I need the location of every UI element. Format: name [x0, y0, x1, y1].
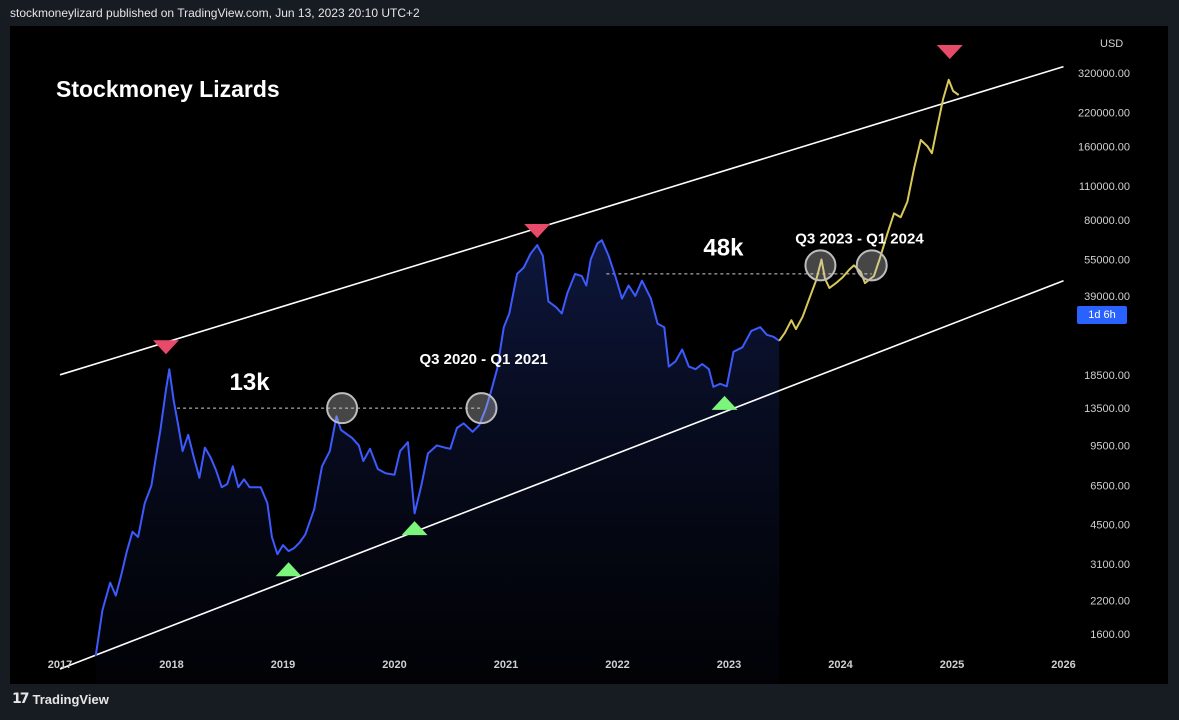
y-tick-label: 4500.00 [1090, 520, 1130, 532]
x-tick-label: 2026 [1051, 659, 1075, 671]
y-tick-label: 220000.00 [1078, 108, 1130, 120]
chart-area[interactable]: 13k Q3 2020 - Q1 2021 48k Q3 2023 - Q1 2024… [10, 26, 1168, 684]
annotation-4: Q3 2023 - Q1 2024 [795, 230, 924, 247]
annotation-3: 48k [703, 235, 744, 262]
x-tick-label: 2017 [48, 659, 72, 671]
currency-label: USD [1100, 38, 1123, 50]
y-tick-label: 9500.00 [1090, 440, 1130, 452]
top-marker-3 [936, 45, 963, 60]
highlight-circle-1 [326, 392, 359, 425]
annotation-2: Q3 2020 - Q1 2021 [419, 351, 547, 368]
x-tick-label: 2018 [159, 659, 183, 671]
channel-line-lower[interactable] [59, 279, 1064, 670]
x-tick-label: 2023 [717, 659, 741, 671]
highlight-circle-4 [855, 249, 888, 282]
bottom-marker-4 [275, 562, 302, 577]
price-line-projection[interactable] [778, 78, 960, 342]
price-line-historical[interactable] [94, 239, 780, 657]
y-tick-label: 110000.00 [1079, 181, 1130, 193]
y-tick-label: 1600.00 [1090, 629, 1130, 641]
price-chart[interactable]: 13k Q3 2020 - Q1 2021 48k Q3 2023 - Q1 2024… [10, 26, 1168, 684]
bottom-marker-6 [711, 395, 738, 410]
publisher-line: stockmoneylizard published on TradingVie… [10, 6, 420, 20]
tradingview-logo[interactable]: 17 TradingView [12, 690, 109, 708]
annotation-1: 13k [230, 369, 271, 396]
y-tick-label: 160000.00 [1078, 141, 1130, 153]
chart-title: Stockmoney Lizards [56, 76, 280, 102]
top-marker-2 [524, 223, 551, 238]
tradingview-mark-icon: 17 [12, 691, 30, 707]
x-tick-label: 2022 [605, 659, 629, 671]
x-tick-label: 2021 [494, 659, 518, 671]
y-tick-label: 320000.00 [1078, 68, 1130, 80]
y-tick-label: 18500.00 [1084, 370, 1130, 382]
channel-line-upper[interactable] [59, 65, 1064, 376]
y-tick-label: 39000.00 [1084, 291, 1130, 303]
y-tick-label: 6500.00 [1090, 481, 1130, 493]
y-tick-label: 55000.00 [1084, 254, 1130, 266]
y-tick-label: 80000.00 [1084, 215, 1130, 227]
y-tick-label: 3100.00 [1090, 559, 1130, 571]
y-tick-label: 13500.00 [1084, 403, 1130, 415]
bottom-marker-5 [401, 521, 428, 536]
y-tick-label: 2200.00 [1090, 595, 1130, 607]
x-tick-label: 2025 [940, 659, 964, 671]
highlight-circle-2 [465, 392, 498, 425]
highlight-circle-3 [804, 249, 837, 282]
x-tick-label: 2019 [271, 659, 295, 671]
top-marker-1 [152, 340, 179, 355]
timeframe-badge[interactable]: 1d 6h [1077, 306, 1127, 324]
x-tick-label: 2020 [382, 659, 406, 671]
tradingview-brand: TradingView [32, 691, 109, 707]
price-area-fill [95, 240, 780, 684]
x-tick-label: 2024 [828, 659, 853, 671]
